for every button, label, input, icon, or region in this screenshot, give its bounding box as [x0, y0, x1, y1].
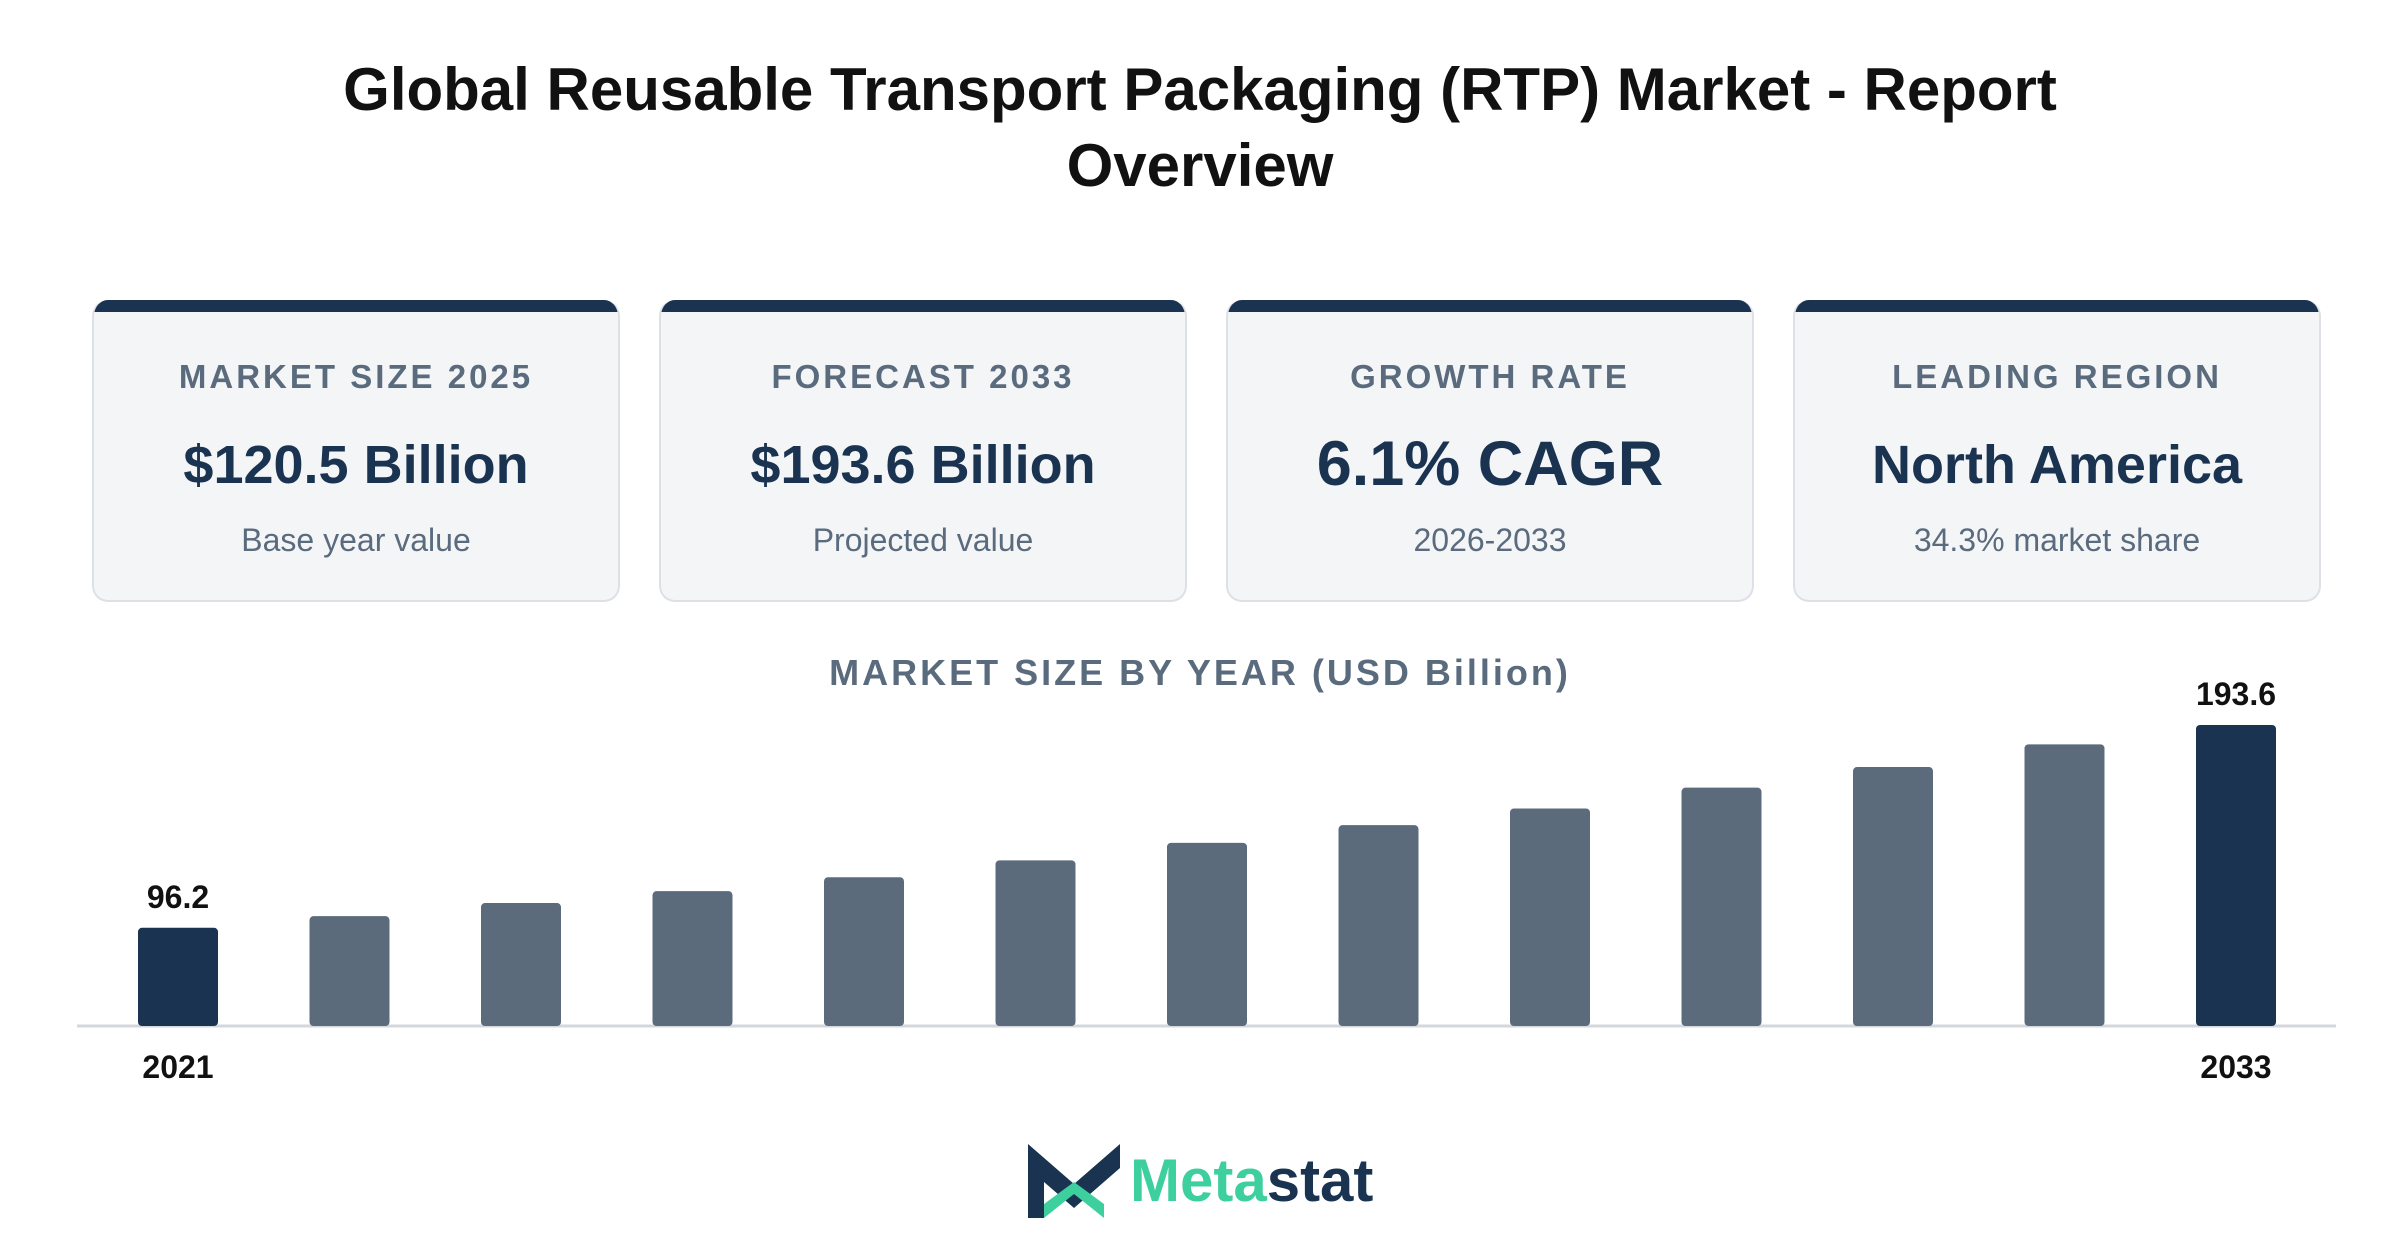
card-leading-region: LEADING REGION North America 34.3% marke…	[1793, 300, 2321, 602]
card-value: $193.6 Billion	[750, 435, 1096, 495]
card-accent-bar	[1795, 300, 2319, 312]
bar-2022	[309, 916, 390, 1026]
value-label-2021: 96.2	[147, 879, 209, 915]
bar-2032	[2024, 744, 2105, 1026]
card-accent-bar	[1228, 300, 1752, 312]
card-value: 6.1% CAGR	[1316, 429, 1664, 499]
card-subtext: 34.3% market share	[1913, 522, 2201, 558]
card-accent-bar	[94, 300, 618, 312]
value-label-2033: 193.6	[2196, 676, 2276, 712]
category-label-2021: 2021	[142, 1049, 213, 1085]
metastat-logo-icon	[1028, 1144, 1120, 1218]
card-growth-rate: GROWTH RATE 6.1% CAGR 2026-2033	[1226, 300, 1754, 602]
bar-2030	[1681, 787, 1762, 1026]
chart-title: MARKET SIZE BY YEAR (USD Billion)	[829, 652, 1571, 693]
card-market-size: MARKET SIZE 2025 $120.5 Billion Base yea…	[92, 300, 620, 602]
bar-2025	[824, 877, 904, 1026]
bar-2028	[1338, 825, 1419, 1026]
bar-2029	[1510, 808, 1590, 1026]
bar-2031	[1853, 767, 1933, 1026]
logo-text-meta: Meta	[1130, 1147, 1267, 1214]
card-subtext: Projected value	[812, 522, 1034, 558]
logo-text-stat: stat	[1266, 1147, 1374, 1214]
card-label: FORECAST 2033	[771, 358, 1075, 395]
bar-2024	[652, 891, 733, 1026]
bar-2027	[1167, 842, 1247, 1026]
card-accent-bar	[661, 300, 1185, 312]
card-value: $120.5 Billion	[183, 435, 529, 495]
page-title: Global Reusable Transport Packaging (RTP…	[343, 56, 2057, 199]
bar-2026	[995, 860, 1076, 1026]
card-forecast: FORECAST 2033 $193.6 Billion Projected v…	[659, 300, 1187, 602]
bar-2021	[138, 927, 218, 1026]
category-label-2033: 2033	[2200, 1049, 2271, 1085]
bar-2033	[2196, 725, 2276, 1026]
card-subtext: Base year value	[241, 522, 471, 558]
card-value: North America	[1871, 435, 2243, 495]
bar-chart: 96.2 2021 193.6 2033	[77, 676, 2336, 1085]
card-label: MARKET SIZE 2025	[178, 358, 534, 395]
card-label: GROWTH RATE	[1350, 358, 1630, 395]
card-label: LEADING REGION	[1892, 358, 2222, 395]
bar-2023	[481, 903, 561, 1026]
card-subtext: 2026-2033	[1413, 522, 1567, 558]
logo-wordmark: Metastat	[1130, 1146, 1373, 1216]
